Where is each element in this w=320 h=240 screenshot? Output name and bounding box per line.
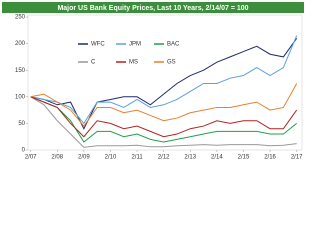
series-line — [30, 37, 298, 130]
x-tick-label: 2/08 — [51, 155, 63, 161]
legend-label: GS — [167, 60, 176, 66]
x-tick-label: 2/15 — [238, 155, 250, 161]
x-tick-label: 2/13 — [184, 155, 196, 161]
title-bar — [2, 2, 304, 13]
y-tick-label: 100 — [15, 94, 26, 100]
chart-title: Major US Bank Equity Prices, Last 10 Yea… — [57, 5, 248, 12]
page: Major US Bank Equity Prices, Last 10 Yea… — [2, 2, 304, 161]
plot-frame — [27, 14, 303, 151]
series-line — [30, 96, 297, 148]
x-tick-label: 2/14 — [211, 155, 223, 161]
x-tick-label: 2/16 — [264, 155, 276, 161]
legend-label: JPM — [129, 42, 141, 48]
y-tick-label: 50 — [18, 121, 25, 127]
x-tick-label: 2/11 — [131, 155, 143, 161]
y-tick-label: 250 — [15, 15, 26, 21]
x-tick-label: 2/09 — [78, 155, 90, 161]
series-line — [30, 83, 298, 127]
y-tick-label: 0 — [22, 148, 26, 154]
x-tick-label: 2/07 — [25, 155, 37, 161]
series-line — [30, 96, 297, 143]
legend-label: WFC — [91, 42, 105, 48]
legend-label: MS — [129, 60, 138, 66]
series-line — [30, 35, 298, 125]
series-line — [30, 96, 298, 138]
y-tick-label: 200 — [15, 41, 26, 47]
x-tick-label: 2/10 — [105, 155, 117, 161]
legend-label: BAC — [167, 42, 180, 48]
x-tick-label: 2/17 — [291, 155, 303, 161]
legend-label: C — [91, 60, 96, 66]
chart: Major US Bank Equity Prices, Last 10 Yea… — [2, 2, 304, 161]
x-tick-label: 2/12 — [158, 155, 170, 161]
y-tick-label: 150 — [15, 68, 26, 74]
